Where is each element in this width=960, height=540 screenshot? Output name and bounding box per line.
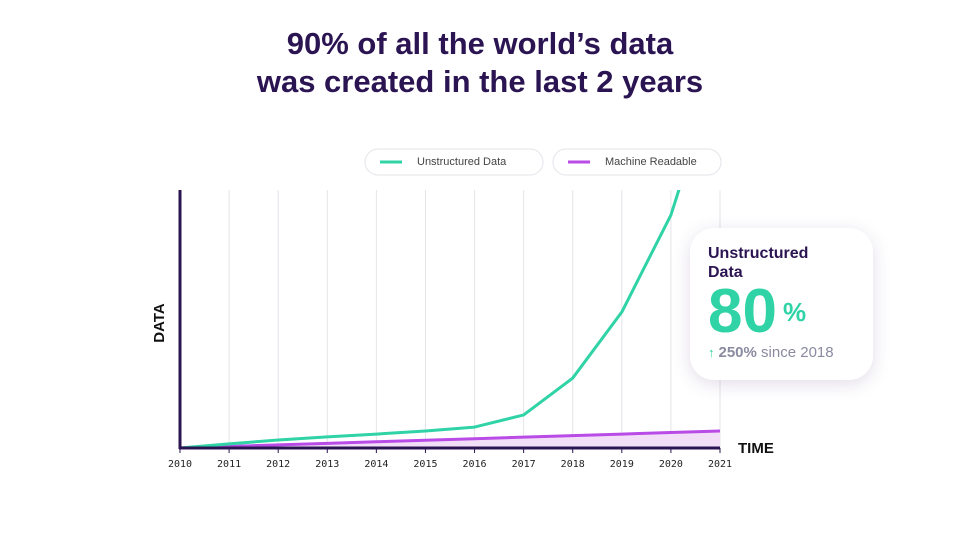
x-tick-label: 2014 — [364, 459, 388, 470]
x-tick-label: 2010 — [168, 459, 192, 470]
plot-area: 2010 2011 2012 2013 2014 2015 2016 2017 2018 2019… — [168, 148, 732, 470]
legend-label: Machine Readable — [605, 156, 697, 168]
annotation-change: ↑ 250% since 2018 — [708, 344, 855, 361]
x-tick-label: 2017 — [512, 459, 536, 470]
x-axis-label: TIME — [738, 440, 774, 457]
y-axis-label: DATA — [151, 303, 168, 343]
annotation-title: Unstructured Data — [708, 245, 809, 281]
x-tick-label: 2016 — [462, 459, 486, 470]
line — [180, 190, 681, 450]
x-tick-label: 2011 — [217, 459, 241, 470]
chart-title: was created in the last 2 years — [256, 64, 703, 99]
annotation-value-row: 80% — [708, 281, 855, 343]
annotation-unit: % — [782, 297, 807, 327]
x-tick-label: 2015 — [413, 459, 437, 470]
legend-label: Unstructured Data — [417, 156, 507, 168]
x-tick-label: 2020 — [659, 459, 683, 470]
x-tick-label: 2021 — [708, 459, 732, 470]
chart-title: 90% of all the world’s data — [287, 26, 674, 61]
change-value: 250% — [718, 344, 757, 361]
legend-box — [364, 148, 544, 176]
x-tick-label: 2019 — [610, 459, 634, 470]
x-tick-label: 2018 — [561, 459, 585, 470]
x-tick-label: 2012 — [266, 459, 290, 470]
legend-box — [552, 148, 722, 176]
change-text: since 2018 — [761, 344, 834, 361]
annotation-card: Unstructured Data 80% ↑ 250% since 2018 — [690, 228, 873, 380]
annotation-value: 80 — [708, 277, 777, 346]
line — [180, 429, 721, 450]
x-tick-label: 2013 — [315, 459, 339, 470]
arrow-icon: ↑ — [708, 345, 715, 360]
